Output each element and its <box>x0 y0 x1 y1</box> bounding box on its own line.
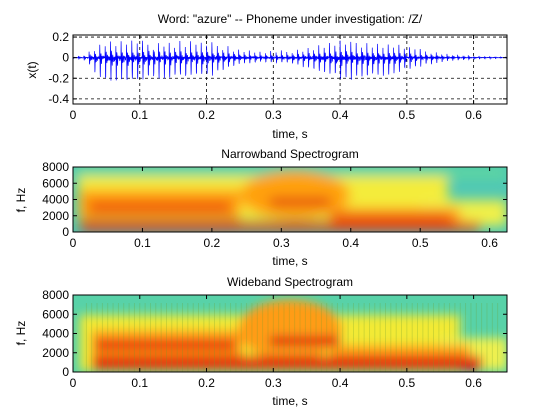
x-tick-label: 0.6 <box>481 236 498 250</box>
waveform-x-label: time, s <box>272 127 307 141</box>
waveform-line <box>73 40 507 81</box>
y-tick-label: 0 <box>62 51 69 65</box>
wideband-heatmap <box>73 295 507 372</box>
wideband-formant-3 <box>270 336 340 346</box>
wideband-formant-2 <box>95 340 235 350</box>
wideband-pitch-striations <box>85 303 499 372</box>
waveform-axes: Word: "azure" -- Phoneme under investiga… <box>25 12 508 141</box>
x-tick-label: 0.4 <box>342 236 359 250</box>
x-tick-label: 0.6 <box>465 108 482 122</box>
y-tick-label: 2000 <box>42 346 69 360</box>
waveform-plot-area <box>73 35 507 104</box>
x-tick-label: 0.5 <box>412 236 429 250</box>
x-tick-label: 0.1 <box>131 108 148 122</box>
wideband-formant-low <box>92 356 482 370</box>
x-tick-label: 0.2 <box>198 108 215 122</box>
y-tick-label: 0 <box>62 365 69 379</box>
wideband-y-label: f, Hz <box>14 321 28 346</box>
waveform-axes-box <box>72 34 508 105</box>
waveform-x-ticks: 0 0.1 0.2 0.3 0.4 0.5 0.6 <box>70 35 482 122</box>
x-tick-label: 0.1 <box>134 236 151 250</box>
y-tick-label: 6000 <box>42 176 69 190</box>
narrowband-formant-3 <box>270 198 330 206</box>
x-tick-label: 0 <box>70 108 77 122</box>
narrowband-formant-2 <box>90 203 230 211</box>
x-tick-label: 0.3 <box>273 236 290 250</box>
y-tick-label: -0.4 <box>48 92 69 106</box>
narrowband-y-ticks: 0 2000 4000 6000 8000 <box>42 160 507 239</box>
x-tick-label: 0.5 <box>399 108 416 122</box>
x-tick-label: 0.1 <box>131 376 148 390</box>
x-tick-label: 0 <box>70 236 77 250</box>
wideband-axes: Wideband Spectrogram 0 0.1 0.2 0.3 0.4 0.5 0.6… <box>14 275 508 408</box>
narrowband-x-ticks: 0 0.1 0.2 0.3 0.4 0.5 0.6 <box>70 167 498 250</box>
x-tick-label: 0.5 <box>399 376 416 390</box>
x-tick-label: 0.4 <box>332 108 349 122</box>
wideband-title: Wideband Spectrogram <box>227 275 353 289</box>
narrowband-heatmap <box>73 167 507 232</box>
y-tick-label: 4000 <box>42 193 69 207</box>
y-tick-label: -0.2 <box>48 71 69 85</box>
narrowband-formant-low <box>80 222 480 231</box>
narrowband-x-label: time, s <box>272 254 307 268</box>
x-tick-label: 0.3 <box>265 376 282 390</box>
wideband-x-ticks: 0 0.1 0.2 0.3 0.4 0.5 0.6 <box>70 295 482 390</box>
x-tick-label: 0.3 <box>265 108 282 122</box>
narrowband-formant-4 <box>330 214 450 220</box>
x-tick-label: 0.6 <box>465 376 482 390</box>
x-tick-label: 0 <box>70 376 77 390</box>
x-tick-label: 0.4 <box>332 376 349 390</box>
y-tick-label: 0.2 <box>52 30 69 44</box>
y-tick-label: 2000 <box>42 209 69 223</box>
y-tick-label: 0 <box>62 225 69 239</box>
y-tick-label: 4000 <box>42 327 69 341</box>
y-tick-label: 6000 <box>42 307 69 321</box>
narrowband-title: Narrowband Spectrogram <box>221 147 358 161</box>
narrowband-y-label: f, Hz <box>14 188 28 213</box>
x-tick-label: 0.2 <box>204 236 221 250</box>
wideband-y-ticks: 0 2000 4000 6000 8000 <box>42 288 507 379</box>
y-tick-label: 8000 <box>42 160 69 174</box>
narrowband-axes: Narrowband Spectrogram 0 0.1 0.2 0.3 0.4 0.5 0… <box>14 147 508 268</box>
x-tick-label: 0.2 <box>198 376 215 390</box>
waveform-title: Word: "azure" -- Phoneme under investiga… <box>158 12 423 26</box>
narrowband-fricative-region <box>240 171 350 219</box>
waveform-y-ticks: -0.4 -0.2 0 0.2 <box>48 30 507 106</box>
y-tick-label: 8000 <box>42 288 69 302</box>
wideband-x-label: time, s <box>272 394 307 408</box>
waveform-y-label: x(t) <box>25 61 39 78</box>
